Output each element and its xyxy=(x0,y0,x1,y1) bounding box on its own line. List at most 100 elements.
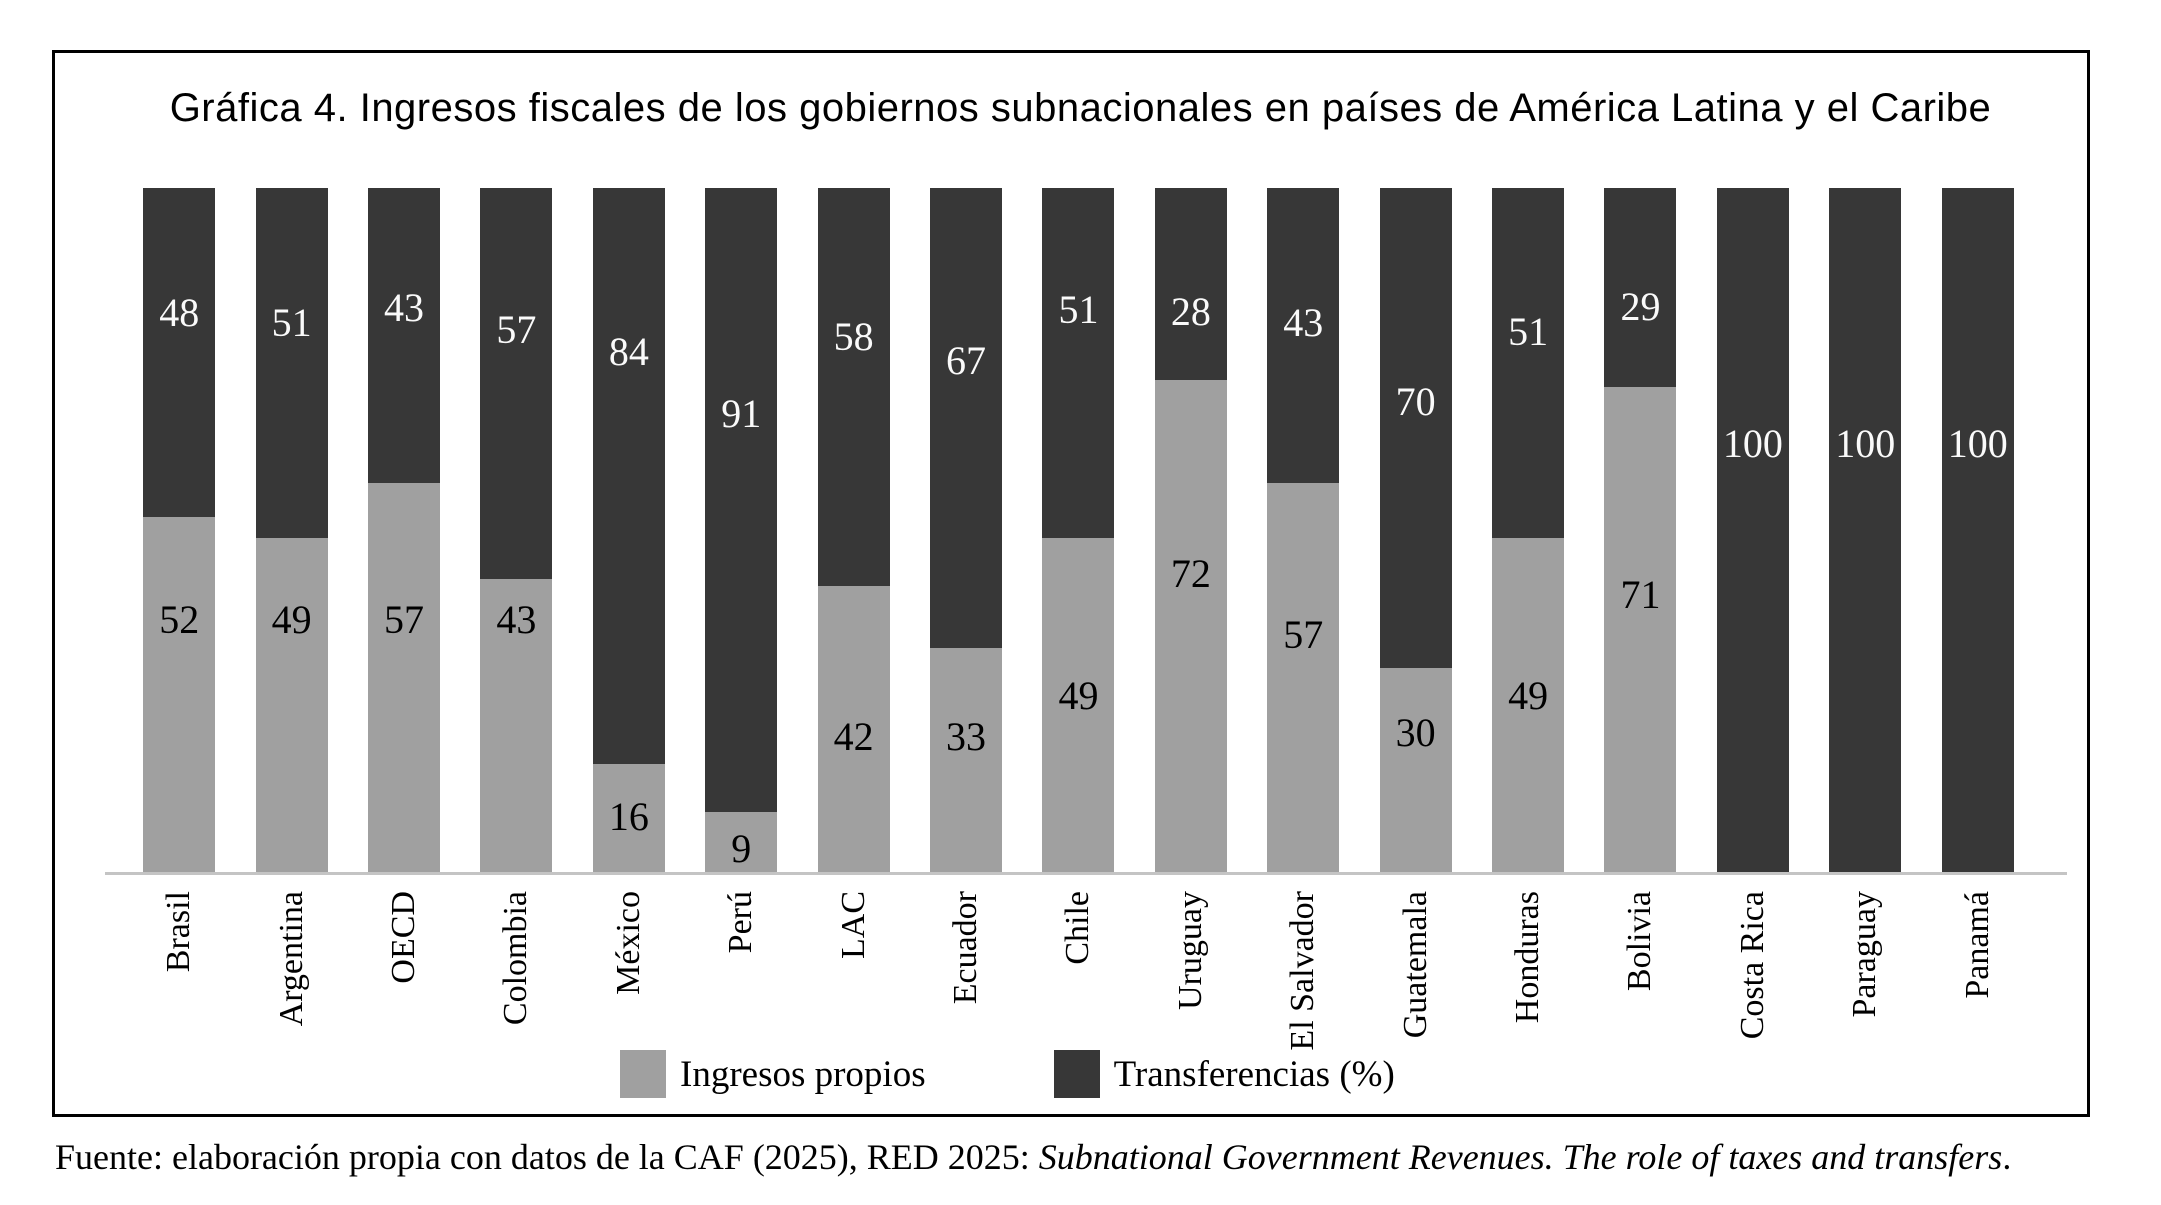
value-label-ingresos-propios-brasil: 52 xyxy=(159,597,200,643)
legend-label-ingresos-propios: Ingresos propios xyxy=(680,1053,926,1095)
legend-swatch-transferencias xyxy=(1053,1050,1100,1098)
tick-slot-panama: Panamá xyxy=(1922,891,2034,1056)
x-tick-label-panama: Panamá xyxy=(1958,891,1996,999)
value-label-transferencias-paraguay: 100 xyxy=(1835,420,1896,466)
x-tick-label-paraguay: Paraguay xyxy=(1846,891,1884,1018)
stacked-bar-colombia xyxy=(480,188,553,874)
bar-segment-ingresos-propios-lac xyxy=(817,585,890,874)
value-label-transferencias-costa-rica: 100 xyxy=(1722,420,1783,466)
bar-column-paraguay: 100 xyxy=(1809,188,1921,874)
stacked-bar-peru xyxy=(705,188,778,874)
bar-segment-transferencias-guatemala xyxy=(1379,188,1452,669)
value-label-transferencias-el-salvador: 43 xyxy=(1283,300,1324,346)
tick-slot-costa-rica: Costa Rica xyxy=(1697,891,1809,1056)
bar-column-brasil: 48 52 xyxy=(123,188,235,874)
bar-column-chile: 51 49 xyxy=(1022,188,1134,874)
stacked-bar-lac xyxy=(817,188,890,874)
bar-column-guatemala: 70 30 xyxy=(1359,188,1471,874)
stacked-bar-el-salvador xyxy=(1267,188,1340,874)
bar-segment-transferencias-mexico xyxy=(592,188,665,765)
bar-column-oecd: 43 57 xyxy=(348,188,460,874)
bar-column-el-salvador: 43 57 xyxy=(1247,188,1359,874)
stacked-bar-honduras xyxy=(1492,188,1565,874)
tick-slot-lac: LAC xyxy=(797,891,909,1056)
stacked-bar-mexico xyxy=(592,188,665,874)
bar-segment-ingresos-propios-uruguay xyxy=(1154,380,1227,874)
legend-swatch-ingresos-propios xyxy=(620,1050,666,1098)
stacked-bar-bolivia xyxy=(1604,188,1677,874)
value-label-ingresos-propios-bolivia: 71 xyxy=(1620,571,1661,617)
bar-column-uruguay: 28 72 xyxy=(1135,188,1247,874)
x-tick-label-chile: Chile xyxy=(1059,891,1097,965)
value-label-ingresos-propios-lac: 42 xyxy=(833,713,874,759)
bar-segment-ingresos-propios-oecd xyxy=(368,482,441,874)
x-tick-label-oecd: OECD xyxy=(385,891,423,984)
tick-slot-brasil: Brasil xyxy=(123,891,235,1056)
tick-slot-colombia: Colombia xyxy=(460,891,572,1056)
x-tick-label-lac: LAC xyxy=(834,891,872,959)
legend-label-transferencias: Transferencias (%) xyxy=(1113,1053,1395,1095)
value-label-transferencias-panama: 100 xyxy=(1947,420,2008,466)
chart-title: Gráfica 4. Ingresos fiscales de los gobi… xyxy=(169,86,1992,130)
value-label-transferencias-uruguay: 28 xyxy=(1170,289,1211,335)
value-label-ingresos-propios-el-salvador: 57 xyxy=(1283,612,1324,658)
bar-column-costa-rica: 100 xyxy=(1697,188,1809,874)
bar-segment-transferencias-lac xyxy=(817,188,890,586)
bar-column-argentina: 51 49 xyxy=(235,188,347,874)
bar-segment-transferencias-uruguay xyxy=(1154,188,1227,381)
stacked-bar-uruguay xyxy=(1154,188,1227,874)
plot-area: 48 52 51 49 43 57 57 43 84 16 91 9 58 42 67 33 51 49 28 72 4… xyxy=(123,188,2034,874)
bar-segment-transferencias-argentina xyxy=(255,188,328,538)
bar-segment-ingresos-propios-ecuador xyxy=(930,647,1003,874)
tick-slot-argentina: Argentina xyxy=(235,891,347,1056)
bar-column-honduras: 51 49 xyxy=(1472,188,1584,874)
stacked-bar-oecd xyxy=(368,188,441,874)
tick-slot-peru: Perú xyxy=(685,891,797,1056)
stacked-bar-paraguay xyxy=(1829,188,1902,874)
bar-segment-ingresos-propios-peru xyxy=(705,812,778,874)
bar-column-ecuador: 67 33 xyxy=(910,188,1022,874)
value-label-transferencias-peru: 91 xyxy=(721,390,762,436)
x-axis-line xyxy=(105,872,2067,875)
stacked-bar-chile xyxy=(1042,188,1115,874)
tick-slot-paraguay: Paraguay xyxy=(1809,891,1921,1056)
x-tick-label-peru: Perú xyxy=(722,891,760,954)
x-tick-label-argentina: Argentina xyxy=(272,891,310,1027)
value-label-transferencias-argentina: 51 xyxy=(271,300,312,346)
value-label-ingresos-propios-honduras: 49 xyxy=(1508,673,1549,719)
bar-segment-transferencias-panama xyxy=(1941,188,2014,874)
value-label-transferencias-oecd: 43 xyxy=(384,285,425,331)
tick-slot-bolivia: Bolivia xyxy=(1584,891,1696,1056)
x-tick-label-brasil: Brasil xyxy=(160,891,198,973)
value-label-transferencias-mexico: 84 xyxy=(608,328,649,374)
value-label-ingresos-propios-guatemala: 30 xyxy=(1395,709,1436,755)
bar-column-panama: 100 xyxy=(1922,188,2034,874)
bar-segment-transferencias-chile xyxy=(1042,188,1115,538)
bar-segment-transferencias-ecuador xyxy=(930,188,1003,648)
value-label-transferencias-bolivia: 29 xyxy=(1620,283,1661,329)
bar-column-mexico: 84 16 xyxy=(573,188,685,874)
bar-segment-ingresos-propios-bolivia xyxy=(1604,386,1677,874)
bar-column-bolivia: 29 71 xyxy=(1584,188,1696,874)
stacked-bar-panama xyxy=(1941,188,2014,874)
x-tick-label-honduras: Honduras xyxy=(1509,891,1547,1024)
bar-segment-transferencias-colombia xyxy=(480,188,553,580)
value-label-ingresos-propios-peru: 9 xyxy=(731,826,752,872)
bar-segment-transferencias-peru xyxy=(705,188,778,813)
bar-segment-ingresos-propios-guatemala xyxy=(1379,668,1452,874)
value-label-transferencias-ecuador: 67 xyxy=(946,337,987,383)
value-label-ingresos-propios-oecd: 57 xyxy=(384,597,425,643)
stacked-bar-costa-rica xyxy=(1716,188,1789,874)
value-label-ingresos-propios-colombia: 43 xyxy=(496,597,537,643)
x-tick-label-guatemala: Guatemala xyxy=(1396,891,1434,1039)
bar-segment-transferencias-brasil xyxy=(143,188,216,518)
bar-segment-ingresos-propios-colombia xyxy=(480,579,553,874)
source-note-italic-text: Subnational Government Revenues. The rol… xyxy=(1038,1137,2003,1177)
x-tick-label-el-salvador: El Salvador xyxy=(1284,891,1322,1051)
value-label-transferencias-chile: 51 xyxy=(1058,287,1099,333)
x-tick-label-bolivia: Bolivia xyxy=(1621,891,1659,992)
bar-segment-transferencias-bolivia xyxy=(1604,188,1677,387)
value-label-transferencias-honduras: 51 xyxy=(1508,309,1549,355)
bar-segment-transferencias-el-salvador xyxy=(1267,188,1340,483)
stacked-bar-guatemala xyxy=(1379,188,1452,874)
